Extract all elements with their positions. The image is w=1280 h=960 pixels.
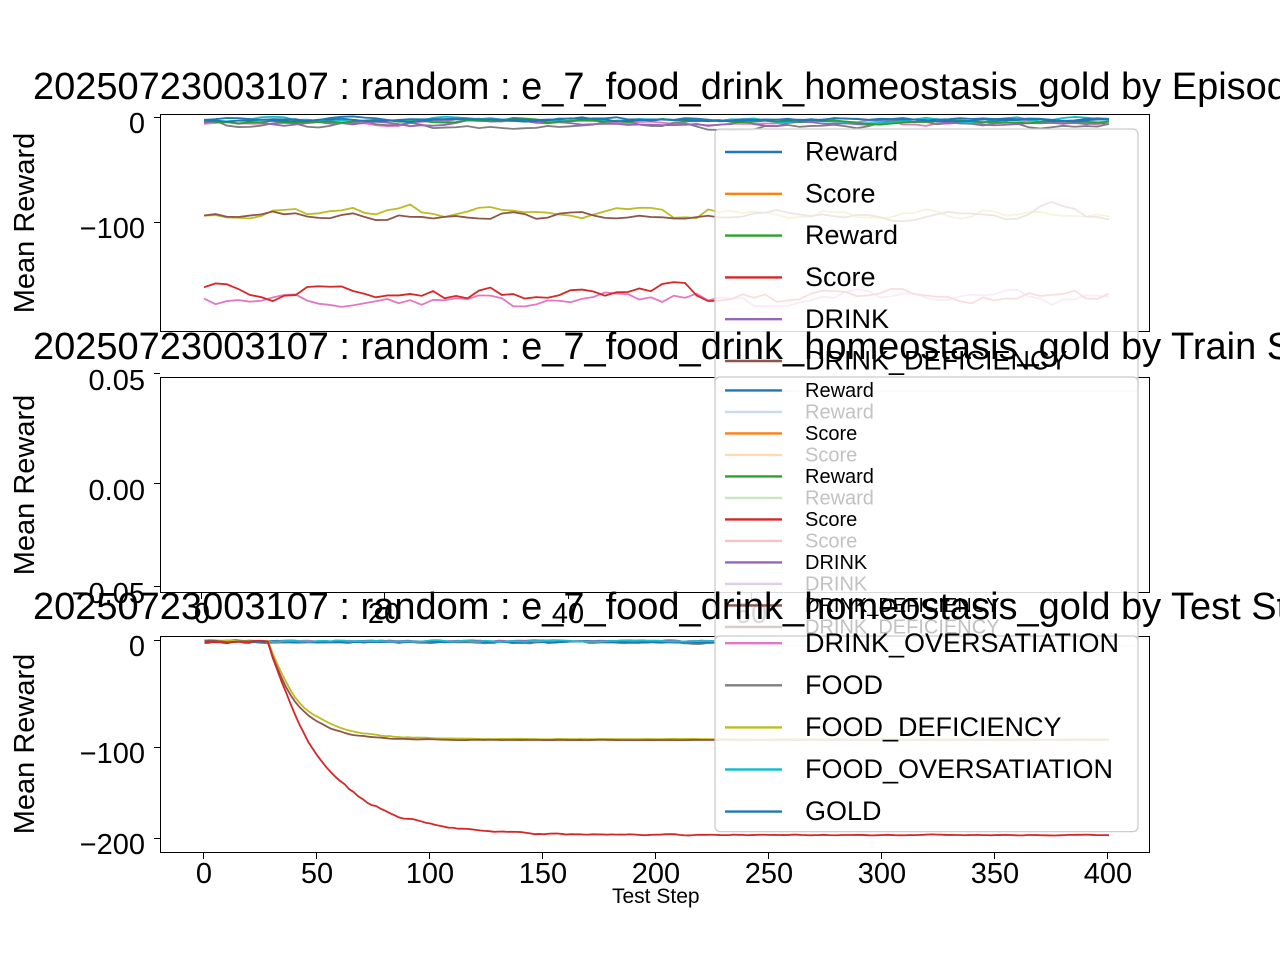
svg-text:DRINK_OVERSATIATION: DRINK_OVERSATIATION (805, 628, 1119, 658)
svg-text:FOOD_DEFICIENCY: FOOD_DEFICIENCY (805, 712, 1062, 742)
svg-text:FOOD: FOOD (805, 670, 883, 700)
svg-text:FOOD_OVERSATIATION: FOOD_OVERSATIATION (805, 754, 1113, 784)
svg-text:GOLD: GOLD (805, 796, 882, 826)
